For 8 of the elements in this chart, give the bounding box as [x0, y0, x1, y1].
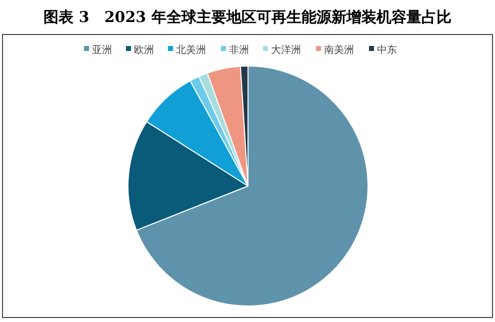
- legend-label: 亚洲: [92, 44, 112, 56]
- legend-label: 大洋洲: [271, 44, 301, 56]
- chart-title: 图表 3 2023 年全球主要地区可再生能源新增装机容量占比: [44, 8, 452, 26]
- legend-label: 北美洲: [176, 44, 206, 56]
- legend-label: 南美洲: [324, 44, 354, 56]
- legend-label: 非洲: [229, 44, 249, 56]
- legend-label: 中东: [377, 44, 397, 56]
- legend-label: 欧洲: [134, 44, 154, 56]
